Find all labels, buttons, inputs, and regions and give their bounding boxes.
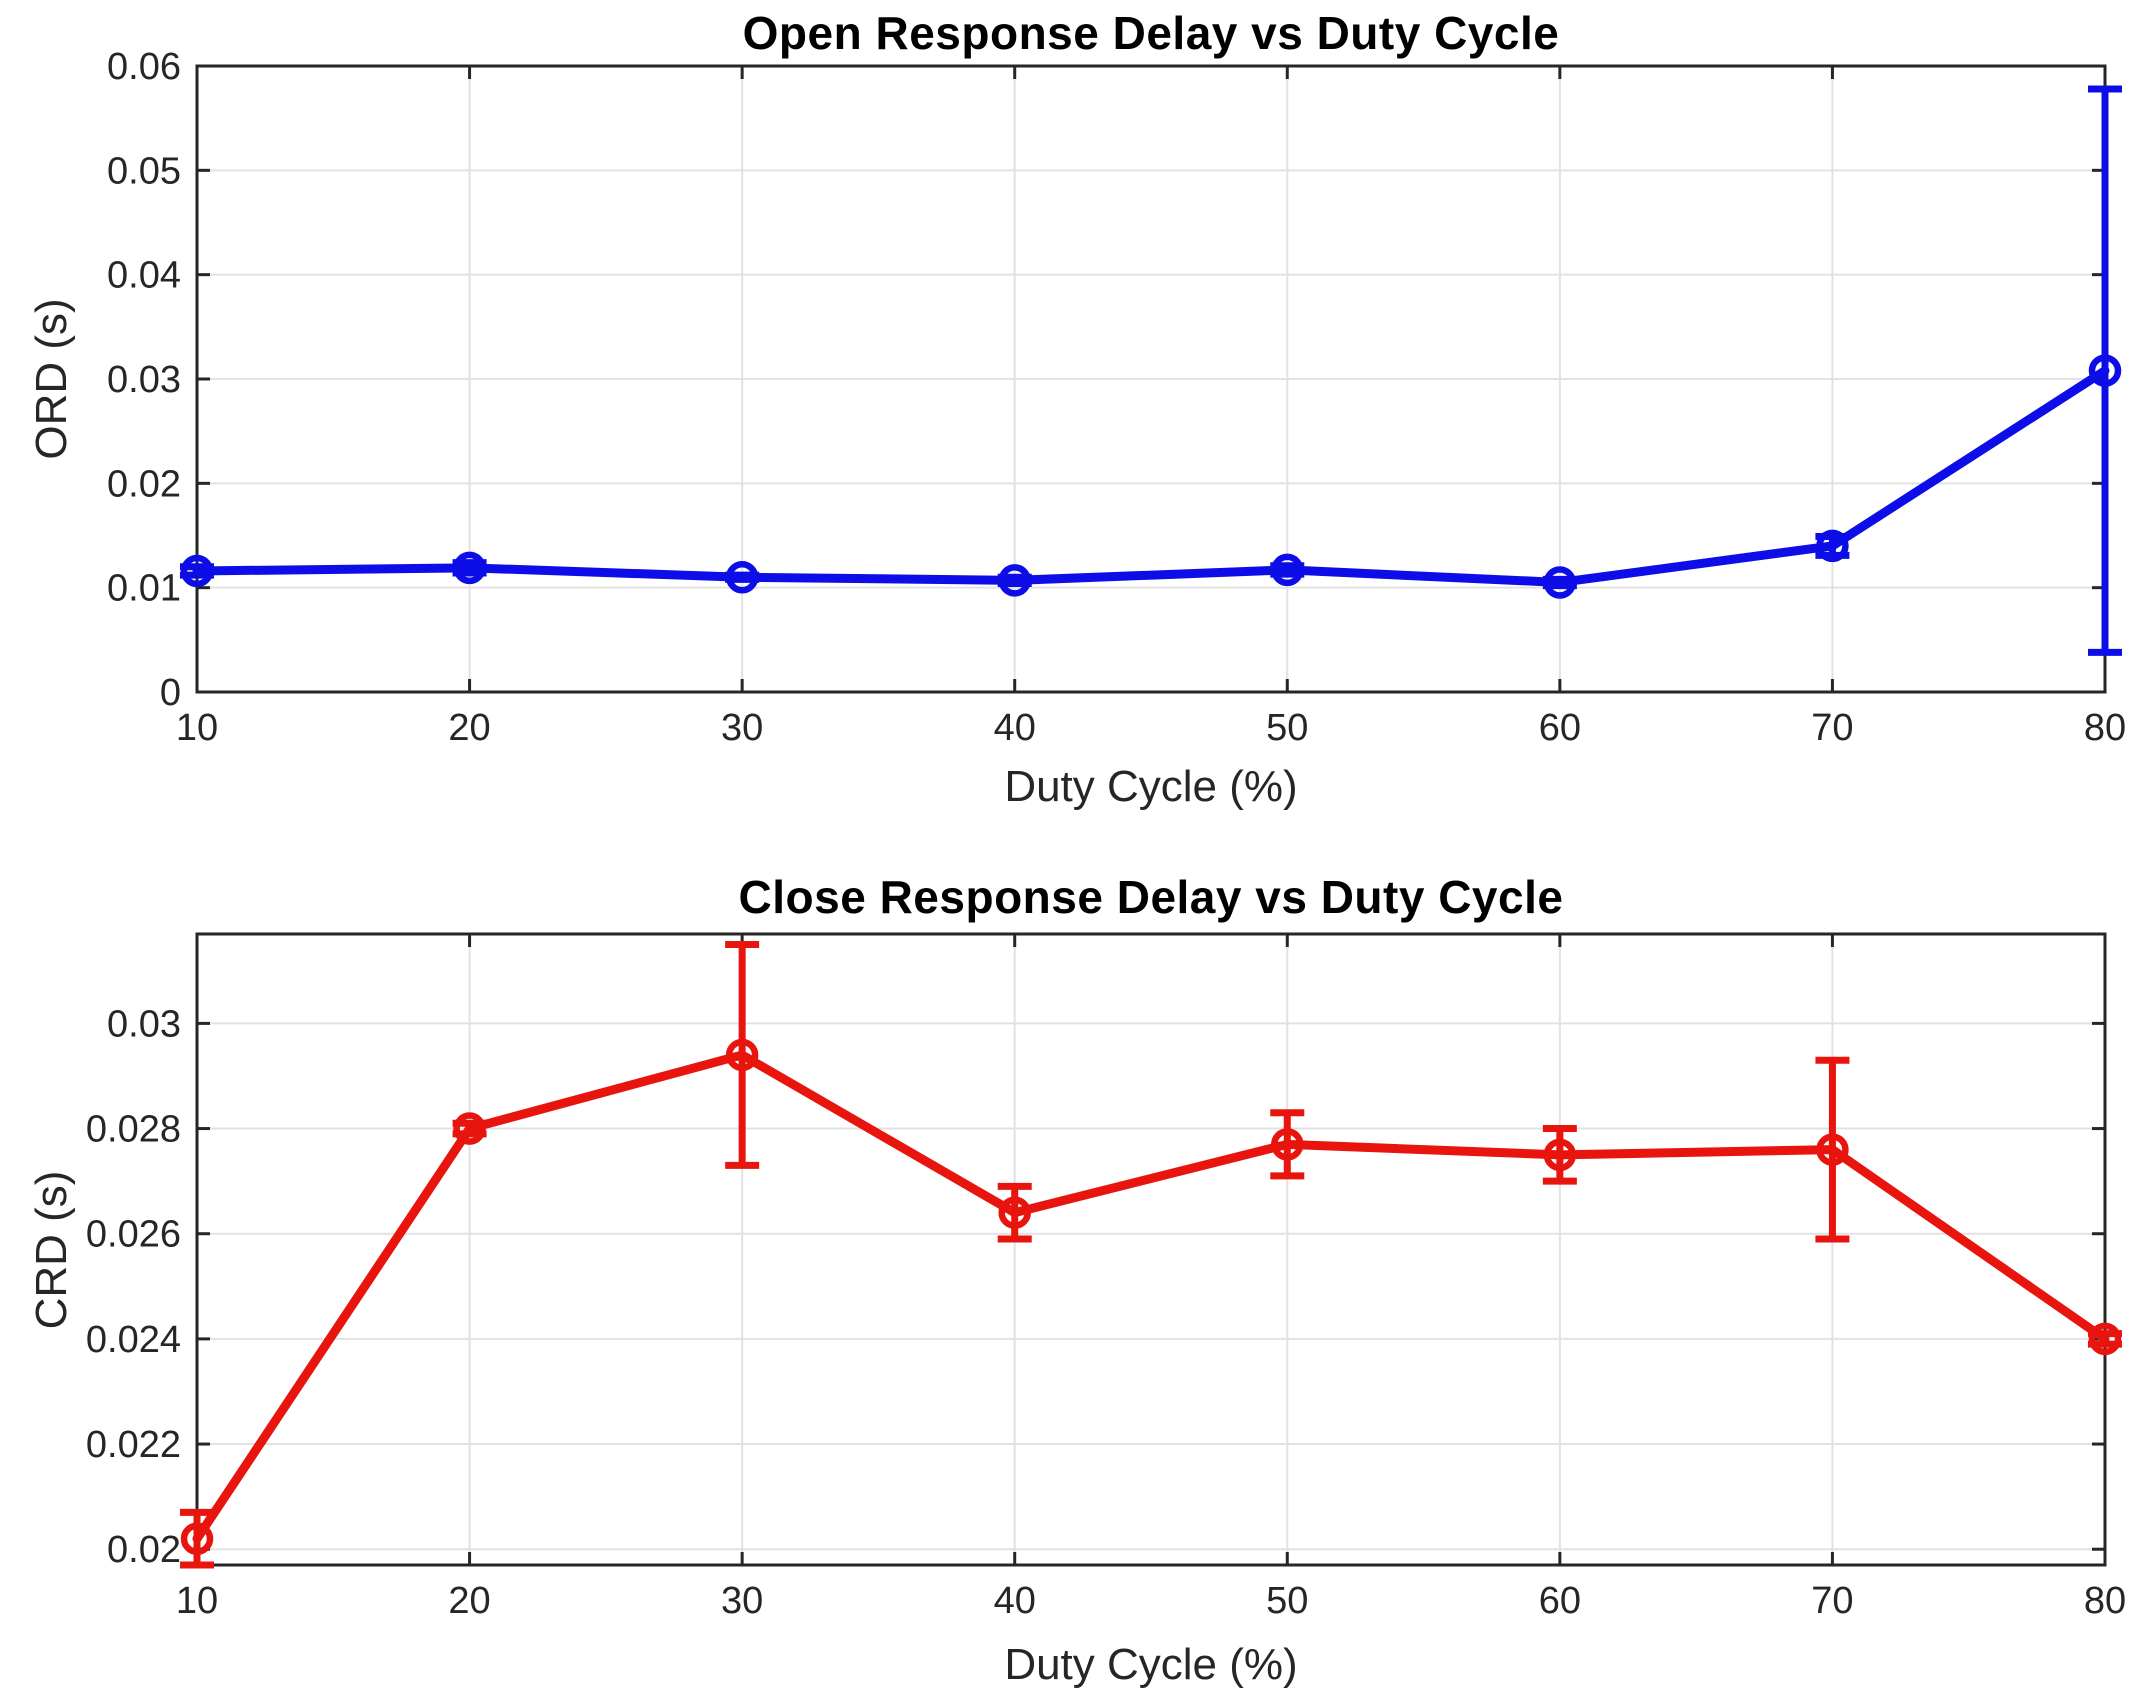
y-tick-label: 0.028 bbox=[86, 1109, 181, 1151]
data-point-marker bbox=[1271, 553, 1304, 587]
data-point-marker bbox=[1543, 1138, 1577, 1172]
data-point-marker bbox=[1271, 1128, 1304, 1161]
data-line bbox=[192, 366, 2110, 587]
x-tick-label: 40 bbox=[994, 707, 1036, 749]
x-tick-label: 60 bbox=[1539, 707, 1581, 749]
data-point-marker bbox=[180, 554, 214, 588]
y-tick-label: 0.01 bbox=[107, 568, 181, 610]
crd-chart-title: Close Response Delay vs Duty Cycle bbox=[738, 871, 1564, 923]
y-tick-label: 0.03 bbox=[107, 359, 181, 401]
y-tick-label: 0.026 bbox=[86, 1214, 181, 1256]
x-tick-label: 80 bbox=[2084, 707, 2126, 749]
x-tick-label: 40 bbox=[994, 1580, 1036, 1622]
axes-box bbox=[195, 64, 2107, 694]
ord-xaxis-label: Duty Cycle (%) bbox=[1004, 762, 1298, 811]
x-tick-label: 50 bbox=[1266, 1580, 1308, 1622]
y-tick-label: 0.04 bbox=[107, 255, 181, 297]
data-point-marker bbox=[725, 560, 759, 594]
data-point-marker bbox=[453, 1112, 486, 1145]
x-tick-label: 70 bbox=[1811, 707, 1853, 749]
x-tick-label: 70 bbox=[1811, 1580, 1853, 1622]
y-tick-label: 0.02 bbox=[107, 463, 181, 505]
data-point-marker bbox=[998, 1196, 1031, 1229]
ord-yaxis-label: ORD (s) bbox=[27, 298, 76, 460]
axes-box bbox=[195, 932, 2107, 1567]
y-tick-label: 0.05 bbox=[107, 150, 181, 192]
data-point-marker bbox=[453, 551, 486, 585]
data-line bbox=[192, 1050, 2110, 1544]
crd-yaxis-label: CRD (s) bbox=[27, 1170, 76, 1330]
y-tick-label: 0.022 bbox=[86, 1424, 181, 1466]
data-point-marker bbox=[2088, 354, 2122, 387]
data-point-marker bbox=[180, 1522, 214, 1555]
data-point-marker bbox=[1816, 1133, 1849, 1166]
data-point-marker bbox=[1543, 566, 1577, 599]
x-tick-label: 50 bbox=[1266, 707, 1308, 749]
ord-chart-title: Open Response Delay vs Duty Cycle bbox=[742, 7, 1560, 59]
y-tick-label: 0 bbox=[160, 672, 181, 714]
x-tick-label: 10 bbox=[176, 707, 218, 749]
data-point-marker bbox=[1816, 529, 1849, 563]
x-tick-label: 30 bbox=[721, 707, 763, 749]
crd-xaxis-label: Duty Cycle (%) bbox=[1004, 1640, 1298, 1689]
y-tick-label: 0.02 bbox=[107, 1529, 181, 1571]
data-point-marker bbox=[725, 1038, 759, 1072]
x-tick-label: 30 bbox=[721, 1580, 763, 1622]
x-tick-label: 10 bbox=[176, 1580, 218, 1622]
data-point-marker bbox=[998, 564, 1031, 597]
plot-background bbox=[197, 934, 2105, 1565]
y-tick-label: 0.024 bbox=[86, 1319, 181, 1361]
x-tick-label: 20 bbox=[448, 707, 490, 749]
x-tick-label: 80 bbox=[2084, 1580, 2126, 1622]
data-point-marker bbox=[2088, 1322, 2122, 1356]
y-tick-label: 0.06 bbox=[107, 46, 181, 88]
x-tick-label: 20 bbox=[448, 1580, 490, 1622]
y-tick-label: 0.03 bbox=[107, 1003, 181, 1045]
x-tick-label: 60 bbox=[1539, 1580, 1581, 1622]
plot-background bbox=[197, 66, 2105, 692]
